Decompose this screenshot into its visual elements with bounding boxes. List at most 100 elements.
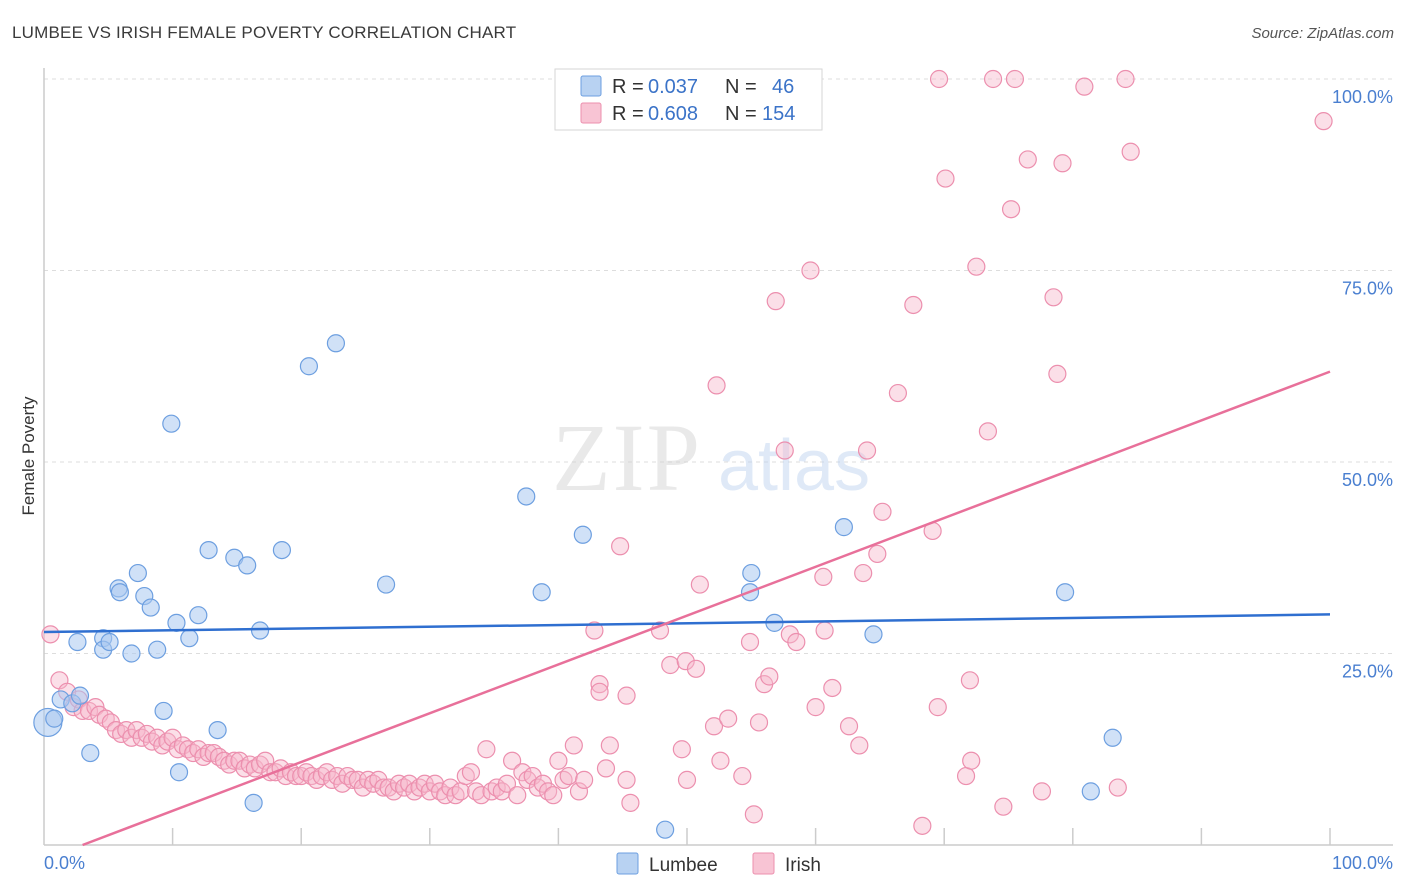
lumbee-point (169, 763, 189, 782)
irish-point (913, 816, 932, 835)
irish-point (962, 751, 981, 770)
watermark-zip: ZIP (552, 404, 702, 511)
irish-point (41, 625, 60, 644)
irish-point (472, 786, 491, 805)
irish-point (740, 632, 760, 652)
lumbee-point (238, 556, 257, 575)
legend-n-label-irish: N = (725, 103, 757, 125)
lumbee-point (100, 632, 119, 652)
lumbee-point (864, 625, 883, 644)
irish-point (936, 169, 955, 188)
irish-point (676, 652, 695, 671)
legend: R = 0.037 N = 46 R = 0.608 N = 154 (554, 68, 823, 131)
irish-point (611, 537, 630, 556)
irish-point (163, 728, 182, 747)
bottom-legend: Lumbee Irish (616, 852, 821, 876)
legend-lumbee-swatch (580, 75, 602, 97)
lumbee-point (148, 640, 167, 659)
bottom-legend-lumbee-label: Lumbee (649, 855, 718, 876)
irish-point (766, 292, 785, 311)
irish-point (503, 751, 522, 770)
irish-point (1048, 364, 1067, 384)
lumbee-point (162, 414, 181, 433)
irish-point (711, 751, 730, 770)
lumbee-point (189, 606, 208, 625)
irish-point (960, 671, 980, 690)
lumbee-point (70, 686, 90, 705)
irish-point (590, 675, 609, 694)
lumbee-point (250, 621, 270, 640)
irish-point (854, 563, 873, 583)
irish-point (575, 770, 594, 789)
lumbee-point (834, 518, 853, 537)
irish-point (850, 736, 869, 755)
lumbee-point (1103, 728, 1122, 747)
lumbee-trend-line (43, 613, 1331, 634)
irish-point (814, 567, 833, 587)
irish-point (590, 682, 609, 701)
irish-point (801, 261, 820, 280)
y-tick-label: 50.0% (1342, 470, 1393, 490)
chart-source: Source: ZipAtlas.com (1251, 25, 1394, 42)
y-tick-label: 100.0% (1332, 87, 1393, 107)
lumbee-point (656, 820, 675, 839)
lumbee-point (1081, 782, 1100, 801)
irish-point (967, 257, 986, 276)
lumbee-point (573, 525, 592, 544)
bottom-legend-irish-swatch (752, 852, 775, 875)
irish-point (760, 667, 779, 686)
irish-point (690, 575, 709, 594)
irish-point (286, 766, 306, 786)
irish-point (523, 766, 542, 786)
watermark: ZIP atlas (552, 404, 870, 511)
irish-point (744, 805, 763, 824)
lumbee-point (299, 357, 319, 376)
irish-point (497, 774, 517, 793)
irish-point (1018, 150, 1037, 169)
irish-point (1314, 112, 1333, 131)
lumbee-point (68, 632, 87, 652)
lumbee-point (45, 709, 64, 728)
bottom-legend-irish-label: Irish (785, 855, 821, 876)
lumbee-point (167, 613, 186, 632)
irish-point (564, 736, 583, 755)
irish-point (461, 763, 481, 782)
irish-point (868, 544, 887, 564)
y-axis-label: Female Poverty (19, 396, 38, 516)
legend-n-value-irish: 154 (762, 103, 795, 125)
irish-point (888, 383, 908, 403)
irish-point (677, 770, 697, 789)
irish-point (775, 441, 794, 460)
irish-point (477, 740, 496, 759)
irish-trend-line (82, 370, 1331, 847)
legend-n-label-lumbee: N = (725, 76, 757, 98)
lumbee-point (208, 720, 227, 740)
irish-point (815, 621, 834, 640)
irish-point (343, 770, 362, 789)
lumbee-point (81, 743, 100, 763)
lumbee-point (122, 644, 141, 663)
irish-point (733, 766, 752, 786)
irish-point (983, 69, 1003, 89)
irish-point (994, 797, 1013, 816)
irish-point (1032, 782, 1052, 801)
irish-point (929, 69, 949, 89)
bottom-legend-lumbee-swatch (616, 852, 639, 875)
irish-point (686, 659, 706, 678)
irish-point (451, 782, 470, 801)
irish-point (596, 759, 616, 778)
irish-point (857, 441, 877, 460)
irish-point (672, 740, 691, 759)
lumbee-point (376, 575, 396, 594)
y-tick-label: 75.0% (1342, 279, 1393, 299)
irish-point (199, 743, 218, 763)
lumbee-point (1055, 583, 1075, 602)
lumbee-point (244, 793, 263, 812)
irish-point (569, 782, 589, 801)
legend-r-label-irish: R = (612, 103, 644, 125)
legend-irish-swatch (580, 102, 602, 124)
irish-point (707, 376, 726, 395)
irish-point (1075, 77, 1094, 96)
irish-points (41, 69, 1333, 835)
